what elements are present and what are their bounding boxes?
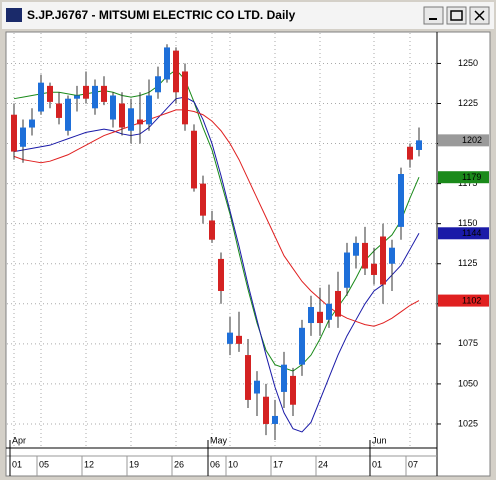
y-tick-label: 1025: [458, 418, 478, 428]
y-tick-label: 1225: [458, 98, 478, 108]
y-tick-label: 1150: [458, 218, 477, 228]
y-tick-label: 1075: [458, 338, 478, 348]
x-tick-label: 12: [84, 459, 94, 469]
candle-body: [362, 242, 368, 269]
month-label: Jun: [372, 435, 387, 445]
maximize-icon: [450, 10, 463, 21]
moving-average: [13, 109, 420, 327]
candle-body: [182, 71, 188, 125]
candle-body: [290, 375, 296, 405]
candle-body: [137, 119, 143, 125]
x-tick-label: 01: [12, 459, 22, 469]
window-controls[interactable]: [423, 6, 490, 25]
candle-body: [164, 47, 170, 80]
y-tick-label: 1250: [458, 58, 478, 68]
candle-body: [83, 85, 89, 99]
price-tag-label: 1144: [462, 228, 481, 238]
candle-body: [272, 415, 278, 424]
candle-body: [326, 303, 332, 320]
candle-body: [110, 95, 116, 120]
candle-body: [335, 290, 341, 317]
y-tick-label: 1050: [458, 378, 478, 388]
candle-body: [380, 236, 386, 285]
window-title: S.JP.J6767 - MITSUMI ELECTRIC CO LTD. Da…: [27, 8, 296, 22]
candle-body: [281, 364, 287, 392]
candle-body: [236, 335, 242, 344]
app-icon: [6, 8, 22, 22]
candle-body: [92, 85, 98, 109]
candle-body: [353, 242, 359, 256]
candle-body: [191, 130, 197, 189]
candle-body: [29, 119, 35, 128]
candle-body: [344, 252, 350, 288]
x-tick-label: 05: [39, 459, 49, 469]
candle-body: [389, 247, 395, 264]
candle-body: [74, 95, 80, 99]
candle-body: [227, 332, 233, 344]
candle-body: [416, 140, 422, 150]
candle-body: [200, 183, 206, 216]
month-label: Apr: [12, 435, 26, 445]
x-tick-label: 17: [273, 459, 283, 469]
candle-body: [11, 114, 17, 152]
month-label: May: [210, 435, 228, 445]
x-tick-label: 10: [228, 459, 238, 469]
price-tag-label: 1102: [462, 295, 481, 305]
x-tick-label: 24: [318, 459, 328, 469]
candle-body: [38, 82, 44, 112]
price-tag-label: 1202: [462, 135, 482, 145]
candle-body: [398, 174, 404, 227]
candle-body: [128, 108, 134, 131]
x-tick-label: 19: [129, 459, 139, 469]
candle-body: [20, 127, 26, 147]
x-tick-label: 26: [174, 459, 184, 469]
moving-average: [13, 96, 420, 433]
price-tag: [438, 294, 489, 307]
candle-body: [254, 380, 260, 394]
candle-body: [245, 355, 251, 400]
candle-body: [119, 103, 125, 128]
candle-body: [173, 50, 179, 93]
title-bar: [2, 2, 494, 29]
candle-body: [371, 263, 377, 275]
y-tick-label: 1125: [458, 258, 477, 268]
x-tick-label: 06: [210, 459, 220, 469]
price-tag: [438, 134, 489, 147]
moving-average: [13, 69, 420, 372]
candle-body: [65, 98, 71, 131]
candle-body: [263, 396, 269, 424]
x-tick-label: 07: [408, 459, 418, 469]
price-tag: [438, 171, 489, 184]
candle-body: [218, 258, 224, 291]
price-tag-label: 1179: [462, 172, 481, 182]
close-icon: [474, 10, 485, 21]
candle-body: [299, 327, 305, 365]
price-tag: [438, 227, 489, 240]
minimize-button[interactable]: [423, 6, 444, 25]
candle-body: [101, 85, 107, 102]
candle-body: [146, 95, 152, 125]
candle-body: [407, 146, 413, 160]
candle-body: [308, 306, 314, 324]
x-tick-label: 01: [372, 459, 382, 469]
candle-body: [47, 85, 53, 102]
candle-body: [56, 103, 62, 118]
candle-body: [155, 76, 161, 93]
candle-body: [209, 220, 215, 240]
maximize-button[interactable]: [446, 6, 467, 25]
candle-body: [317, 311, 323, 324]
